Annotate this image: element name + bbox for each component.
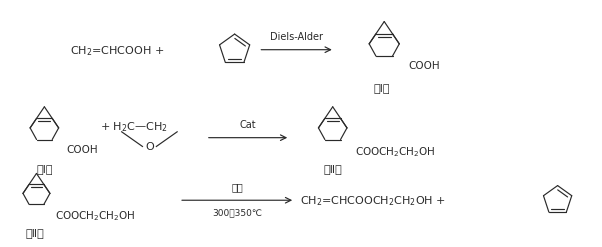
Text: COOH: COOH — [66, 145, 98, 156]
Text: Cat: Cat — [240, 120, 256, 130]
Text: O: O — [145, 142, 154, 152]
Text: （Ⅰ）: （Ⅰ） — [36, 164, 52, 174]
Text: COOCH$_2$CH$_2$OH: COOCH$_2$CH$_2$OH — [355, 145, 435, 159]
Text: Diels-Alder: Diels-Alder — [270, 32, 323, 42]
Text: （Ⅱ）: （Ⅱ） — [25, 227, 44, 238]
Text: + H$_2$C—CH$_2$: + H$_2$C—CH$_2$ — [100, 120, 168, 134]
Text: COOCH$_2$CH$_2$OH: COOCH$_2$CH$_2$OH — [55, 209, 136, 223]
Text: CH$_2$=CHCOOH +: CH$_2$=CHCOOH + — [70, 44, 164, 58]
Text: （Ⅱ）: （Ⅱ） — [323, 164, 342, 174]
Text: COOH: COOH — [408, 62, 439, 71]
Text: 热解: 热解 — [231, 183, 243, 192]
Text: （Ⅰ）: （Ⅰ） — [374, 83, 391, 93]
Text: CH$_2$=CHCOOCH$_2$CH$_2$OH +: CH$_2$=CHCOOCH$_2$CH$_2$OH + — [300, 194, 446, 208]
Text: 300～350℃: 300～350℃ — [212, 208, 262, 217]
